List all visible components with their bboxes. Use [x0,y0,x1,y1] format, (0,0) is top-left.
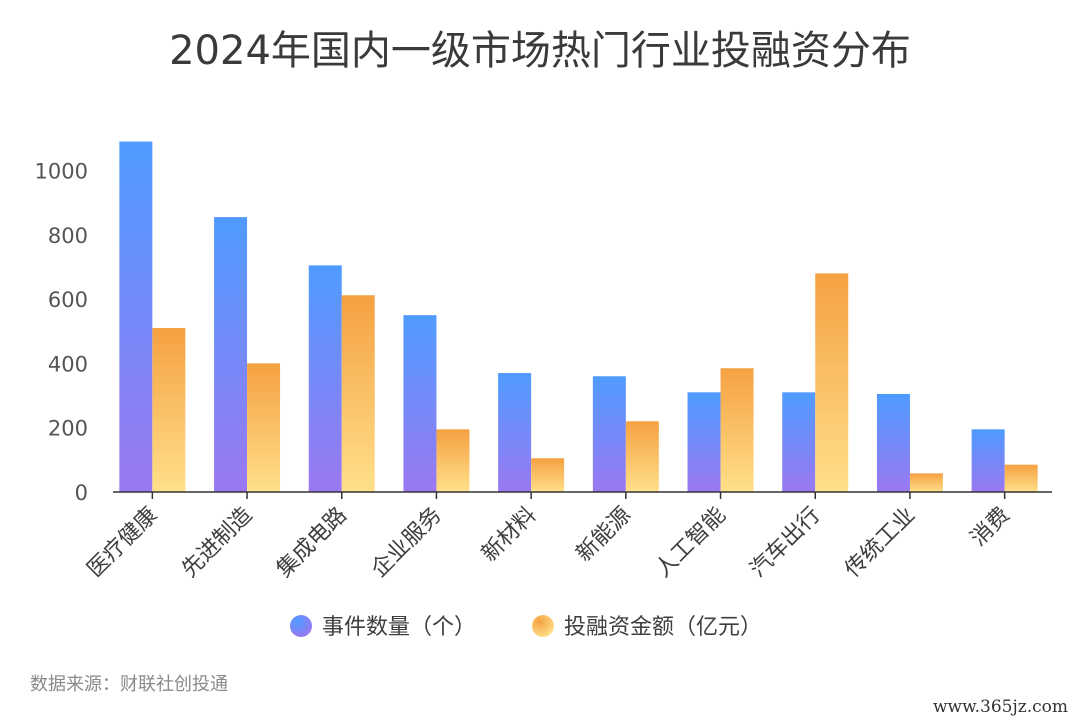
x-category-label: 企业服务 [367,503,447,583]
legend-label-investment-amount: 投融资金额（亿元） [564,615,762,640]
legend-label-event-count: 事件数量（个） [322,615,476,640]
bar-event-count [403,315,437,492]
watermark: www.365jz.com [933,697,1068,717]
bar-investment-amount [815,273,849,492]
x-category-label: 医疗健康 [83,503,163,583]
legend: 事件数量（个） 投融资金额（亿元） [290,615,762,640]
y-axis: 0 200 400 600 800 1000 [35,160,88,506]
y-tick-label: 0 [75,481,88,505]
y-tick-label: 1000 [35,160,88,184]
bar-event-count [308,265,342,492]
bar-event-count [687,392,721,492]
bar-investment-amount [625,421,659,492]
bar-event-count [498,373,532,492]
x-axis: 医疗健康 先进制造 集成电路 企业服务 新材料 新能源 人工智能 汽车出行 传统工业 消费 [83,491,1052,583]
bar-event-count [592,376,626,492]
x-category-label: 人工智能 [651,503,731,583]
y-tick-label: 600 [48,288,88,312]
bar-investment-amount [720,368,754,492]
bar-event-count [876,393,910,492]
x-category-label: 汽车出行 [746,503,826,583]
source-note: 数据来源：财联社创投通 [30,674,228,695]
legend-marker-investment-amount [532,615,554,637]
y-tick-label: 400 [48,352,88,376]
y-tick-label: 200 [48,417,88,441]
x-category-label: 消费 [966,503,1015,552]
bar-event-count [214,217,248,492]
legend-marker-event-count [290,615,312,637]
x-category-label: 集成电路 [272,503,352,583]
x-category-label: 传统工业 [840,503,920,583]
x-category-label: 新能源 [572,503,636,567]
bar-event-count [119,141,153,492]
x-category-label: 新材料 [477,503,541,567]
bars-group [119,141,1038,492]
x-category-label: 先进制造 [177,503,257,583]
bar-investment-amount [909,473,943,492]
bar-investment-amount [341,295,375,492]
bar-event-count [971,429,1005,492]
y-tick-label: 800 [48,224,88,248]
bar-investment-amount [1004,464,1038,492]
bar-investment-amount [531,458,565,492]
bar-investment-amount [152,328,186,492]
bar-event-count [782,392,816,492]
bar-investment-amount [247,363,281,492]
bar-investment-amount [436,429,470,492]
chart-title: 2024年国内一级市场热门行业投融资分布 [169,28,911,74]
